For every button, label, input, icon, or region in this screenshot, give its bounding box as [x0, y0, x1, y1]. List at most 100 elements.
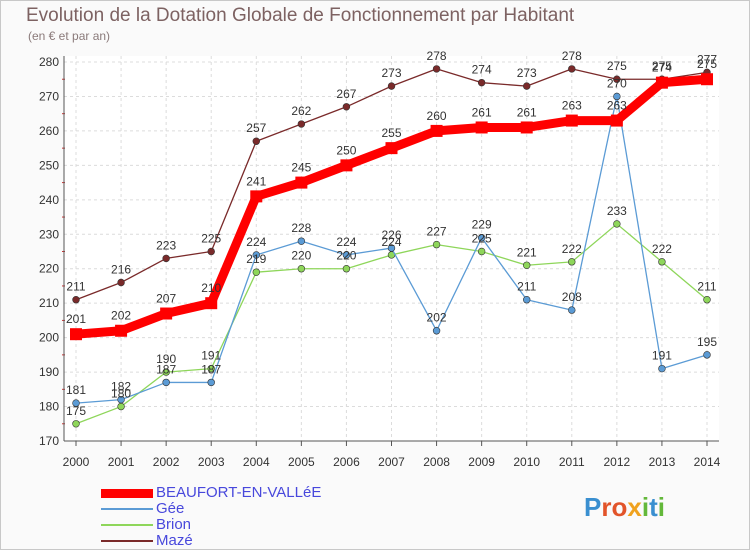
data-point-brion: [297, 265, 306, 273]
data-point-brion: [568, 258, 576, 266]
data-label-beaufort-en-vall-e: 201: [66, 312, 86, 326]
data-label-beaufort-en-vall-e: 241: [246, 174, 266, 188]
data-label-brion: 190: [156, 352, 176, 366]
data-point-beaufort-en-vall-e: [475, 121, 488, 134]
data-label-g-e: 208: [562, 290, 582, 304]
data-point-maz-: [72, 296, 80, 304]
data-point-beaufort-en-vall-e: [520, 121, 533, 134]
data-point-g-e: [658, 364, 666, 373]
data-label-beaufort-en-vall-e: 261: [472, 105, 492, 119]
legend-label-beaufort: BEAUFORT-EN-VALLéE: [156, 484, 322, 501]
data-point-g-e: [162, 378, 170, 387]
x-tick-label: 2000: [63, 455, 90, 469]
data-label-brion: 224: [381, 235, 401, 249]
x-tick-label: 2004: [243, 455, 270, 469]
data-label-brion: 175: [66, 404, 86, 418]
data-point-maz-: [162, 254, 170, 263]
y-tick-label: 210: [39, 296, 59, 310]
data-point-g-e: [568, 306, 576, 314]
data-label-g-e: 224: [246, 235, 266, 249]
data-label-maz-: 216: [111, 263, 131, 277]
x-tick-label: 2005: [288, 455, 315, 469]
data-label-maz-: 275: [652, 59, 672, 73]
data-point-g-e: [117, 395, 125, 404]
y-tick-label: 250: [39, 158, 59, 172]
x-tick-label: 2008: [423, 455, 450, 469]
data-label-g-e: 202: [427, 311, 447, 325]
data-label-beaufort-en-vall-e: 255: [381, 126, 401, 140]
data-point-g-e: [72, 399, 80, 407]
data-label-maz-: 274: [472, 63, 492, 77]
data-point-beaufort-en-vall-e: [340, 159, 353, 172]
y-tick-label: 270: [39, 89, 59, 103]
data-point-maz-: [297, 120, 306, 128]
x-tick-label: 2014: [694, 455, 721, 469]
data-point-beaufort-en-vall-e: [295, 176, 308, 189]
data-label-brion: 227: [427, 225, 447, 239]
data-point-beaufort-en-vall-e: [115, 324, 128, 337]
data-point-maz-: [342, 103, 351, 111]
data-label-brion: 222: [562, 242, 582, 256]
y-tick-label: 170: [39, 434, 59, 448]
data-point-beaufort-en-vall-e: [160, 307, 173, 320]
data-label-g-e: 187: [156, 362, 176, 376]
chart-axes: 170 180 190 200 210 220 230 240 250 260 270 280 2000…: [39, 55, 721, 469]
data-point-brion: [432, 240, 441, 249]
x-tick-label: 2013: [649, 455, 676, 469]
data-label-beaufort-en-vall-e: 260: [427, 109, 447, 123]
legend-swatch-maze: [101, 540, 153, 542]
data-point-beaufort-en-vall-e: [701, 73, 713, 86]
legend-swatch-gee: [101, 508, 153, 510]
x-tick-label: 2003: [198, 455, 225, 469]
data-label-brion: 222: [652, 242, 672, 256]
data-label-maz-: 278: [427, 49, 447, 63]
data-point-g-e: [387, 244, 396, 252]
data-label-maz-: 223: [156, 238, 176, 252]
data-point-g-e: [477, 234, 486, 242]
data-label-beaufort-en-vall-e: 263: [607, 99, 627, 113]
data-point-beaufort-en-vall-e: [205, 297, 218, 310]
data-label-brion: 191: [201, 349, 221, 363]
data-label-beaufort-en-vall-e: 263: [562, 99, 582, 113]
data-label-beaufort-en-vall-e: 202: [111, 309, 131, 323]
x-tick-label: 2010: [513, 455, 540, 469]
y-tick-label: 280: [39, 55, 59, 69]
data-label-beaufort-en-vall-e: 274: [652, 61, 672, 75]
data-point-g-e: [297, 237, 306, 245]
data-point-maz-: [252, 137, 260, 145]
data-point-brion: [342, 265, 351, 273]
data-label-maz-: 211: [66, 280, 85, 294]
data-label-maz-: 275: [607, 59, 627, 73]
data-label-brion: 225: [472, 232, 492, 246]
data-point-beaufort-en-vall-e: [655, 76, 668, 89]
data-point-brion: [207, 364, 215, 373]
x-tick-label: 2002: [153, 455, 180, 469]
data-label-maz-: 262: [291, 104, 311, 118]
data-label-beaufort-en-vall-e: 275: [697, 57, 717, 71]
data-label-brion: 221: [517, 245, 537, 259]
data-label-g-e: 187: [201, 362, 221, 376]
data-label-g-e: 181: [66, 383, 86, 397]
data-point-maz-: [613, 75, 621, 83]
data-label-beaufort-en-vall-e: 245: [291, 161, 311, 175]
data-label-maz-: 277: [697, 52, 717, 66]
data-point-beaufort-en-vall-e: [610, 114, 623, 127]
data-label-g-e: 191: [652, 349, 672, 363]
y-tick-label: 260: [39, 124, 59, 138]
data-label-brion: 180: [111, 387, 131, 401]
chart-title: Evolution de la Dotation Globale de Fonc…: [26, 5, 575, 26]
data-label-g-e: 211: [517, 280, 536, 294]
data-point-maz-: [568, 65, 576, 73]
data-point-brion: [477, 247, 486, 256]
data-point-maz-: [207, 247, 215, 256]
data-label-g-e: 224: [336, 235, 356, 249]
legend-label-maze: Mazé: [156, 532, 193, 549]
data-label-g-e: 195: [697, 335, 717, 349]
data-point-maz-: [387, 82, 396, 90]
data-point-beaufort-en-vall-e: [385, 142, 398, 155]
data-point-brion: [703, 296, 711, 304]
data-label-maz-: 273: [381, 66, 401, 80]
data-label-maz-: 257: [246, 121, 266, 135]
data-label-g-e: 226: [381, 228, 401, 242]
